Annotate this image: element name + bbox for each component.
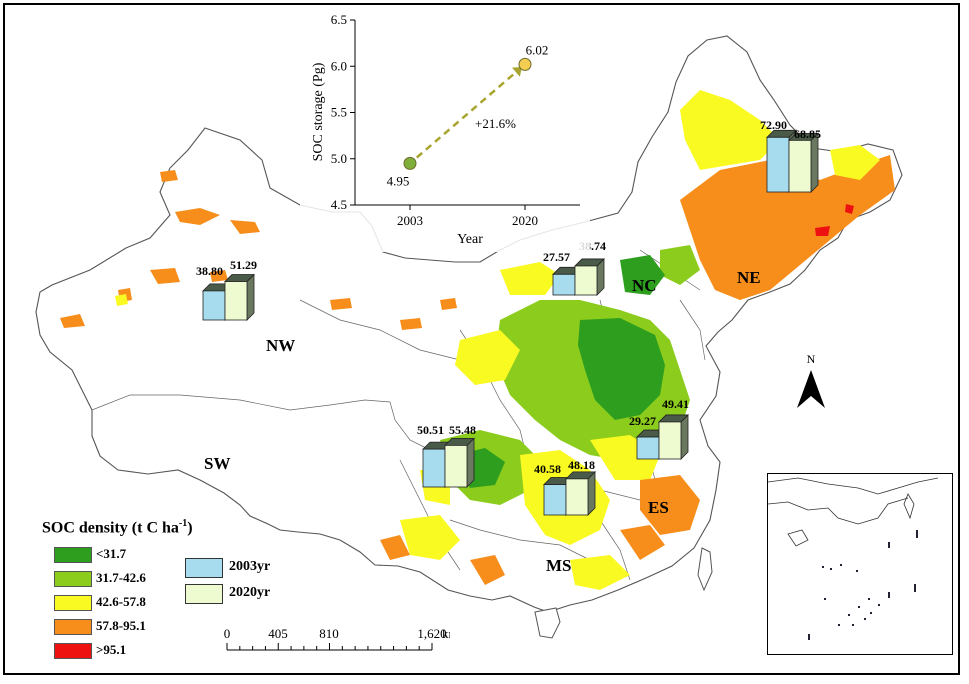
bar-label-sw-2020: 55.48 [449,423,476,437]
region-label-ms: MS [546,556,572,575]
chart-ytick-label: 5.0 [331,151,347,166]
bar-label-ne-2003: 72.90 [760,118,787,132]
hainan-island [534,607,561,639]
scale-tick-810: 810 [319,626,339,641]
bar-label-ms-2020: 48.18 [568,458,595,472]
legend-label-class-2: 31.7-42.6 [96,570,146,585]
scale-tick-1620: 1,620 [417,626,446,641]
bar-legend-label-2020: 2020yr [229,585,271,600]
legend-label-class-4: 57.8-95.1 [96,618,146,633]
bar-label-sw-2003: 50.51 [417,423,444,437]
legend-swatch-class-5 [54,643,92,659]
chart-xlabel: Year [457,232,483,247]
chart-ytick-label: 5.5 [331,105,347,120]
bar-ne-2020 [788,132,819,193]
region-label-ne: NE [737,268,761,287]
north-label: N [807,352,816,366]
bar-legend-label-2003: 2003yr [229,559,271,574]
chart-point-2003 [403,156,417,170]
chart-point-2020 [518,57,532,71]
scale-tick-405: 405 [268,626,288,641]
south-china-sea-inset [767,473,953,655]
legend-title-text: SOC density (t C ha [42,519,179,537]
bar-ms-2020 [565,470,596,516]
chart-ytick-label: 6.0 [331,58,347,73]
bar-label-ms-2003: 40.58 [534,462,561,476]
bar-label-es-2003: 29.27 [629,414,656,428]
bar-legend-swatch-2020 [185,584,223,604]
legend-title-sup: -1 [178,518,188,529]
chart-annotation: +21.6% [475,116,516,131]
region-label-sw: SW [204,454,231,473]
bar-nc-2020 [574,257,605,296]
chart-trend-arrowhead [511,67,522,77]
region-label-nw: NW [266,336,296,355]
scale-unit: km [442,626,450,641]
legend-swatch-class-4 [54,619,92,635]
scale-tick-0: 0 [224,626,231,641]
scale-bar: 0 405 810 1,620 km [220,626,459,660]
legend-label-class-1: <31.7 [96,546,127,561]
legend-swatch-class-3 [54,595,92,611]
chart-ytick-label: 4.5 [331,197,347,212]
legend-label-class-3: 42.6-57.8 [96,594,146,609]
bar-groups-layer [202,129,819,516]
chart-data-label-2003: 4.95 [387,173,410,188]
chart-ylabel: SOC storage (Pg) [311,62,326,161]
bar-legend-swatch-2003 [185,558,223,578]
legend-swatch-class-2 [54,571,92,587]
south-china-sea-inset-graphic [767,477,939,640]
bar-sw-2020 [444,437,475,488]
bar-label-nc-2003: 27.57 [543,250,570,264]
chart-xtick-label: 2003 [397,213,423,228]
legend-label-class-5: >95.1 [96,642,127,657]
taiwan-island [697,547,713,592]
bar-es-2020 [658,413,689,460]
legend-swatch-class-1 [54,547,92,563]
bar-label-nw-2003: 38.80 [196,264,223,278]
bar-label-es-2020: 49.41 [662,397,689,411]
legend-title-end: ) [187,519,193,537]
north-arrow: N [797,352,825,408]
bar-label-nw-2020: 51.29 [230,258,257,272]
region-label-es: ES [648,498,669,517]
chart-trend-arrow [416,71,517,159]
chart-data-label-2020: 6.02 [526,42,549,57]
bar-label-ne-2020: 68.85 [794,127,821,141]
region-label-nc: NC [632,276,657,295]
figure-frame [3,3,960,675]
scale-bar-graphic: 0 405 810 1,620 km [224,626,459,651]
soc-storage-chart: 4.5 5.0 5.5 6.0 6.5 2003 2020 SOC storage (Pg… [300,12,590,252]
china-outline [35,35,903,613]
legend-title: SOC density (t C ha-1) [42,518,193,537]
chart-xtick-label: 2020 [512,213,538,228]
bar-nw-2020 [224,273,255,321]
chart-ytick-label: 6.5 [331,12,347,27]
